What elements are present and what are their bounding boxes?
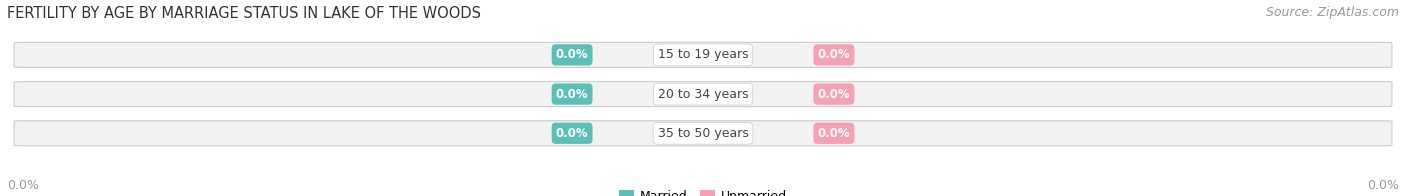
Text: 0.0%: 0.0% (7, 179, 39, 192)
Text: 0.0%: 0.0% (555, 48, 589, 61)
Text: 0.0%: 0.0% (817, 127, 851, 140)
Text: 0.0%: 0.0% (555, 88, 589, 101)
Text: 20 to 34 years: 20 to 34 years (658, 88, 748, 101)
Text: 0.0%: 0.0% (817, 48, 851, 61)
FancyBboxPatch shape (14, 82, 1392, 107)
Text: Source: ZipAtlas.com: Source: ZipAtlas.com (1265, 6, 1399, 19)
Text: FERTILITY BY AGE BY MARRIAGE STATUS IN LAKE OF THE WOODS: FERTILITY BY AGE BY MARRIAGE STATUS IN L… (7, 6, 481, 21)
FancyBboxPatch shape (14, 121, 1392, 146)
Text: 35 to 50 years: 35 to 50 years (658, 127, 748, 140)
Text: 0.0%: 0.0% (555, 127, 589, 140)
Text: 0.0%: 0.0% (817, 88, 851, 101)
Text: 15 to 19 years: 15 to 19 years (658, 48, 748, 61)
Text: 0.0%: 0.0% (1367, 179, 1399, 192)
Legend: Married, Unmarried: Married, Unmarried (613, 185, 793, 196)
FancyBboxPatch shape (14, 42, 1392, 67)
